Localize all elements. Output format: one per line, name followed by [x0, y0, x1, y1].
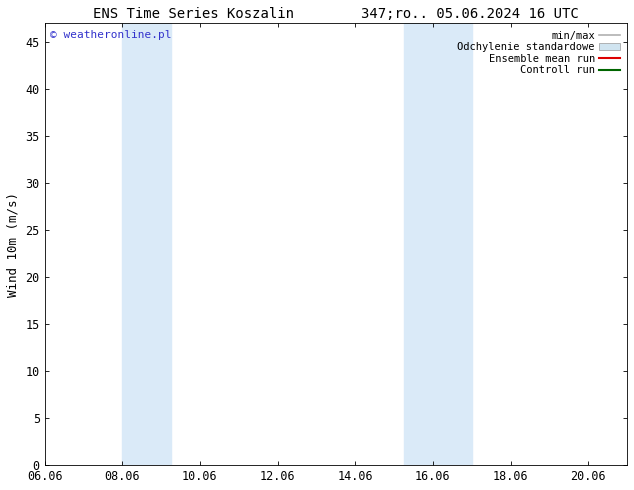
Y-axis label: Wind 10m (m/s): Wind 10m (m/s) [7, 192, 20, 297]
Bar [404, 24, 472, 465]
Bar [122, 24, 171, 465]
Title: ENS Time Series Koszalin        347;ro.. 05.06.2024 16 UTC: ENS Time Series Koszalin 347;ro.. 05.06.… [93, 7, 579, 21]
Text: © weatheronline.pl: © weatheronline.pl [51, 30, 172, 40]
Legend: min/max, Odchylenie standardowe, Ensemble mean run, Controll run: min/max, Odchylenie standardowe, Ensembl… [455, 29, 622, 77]
